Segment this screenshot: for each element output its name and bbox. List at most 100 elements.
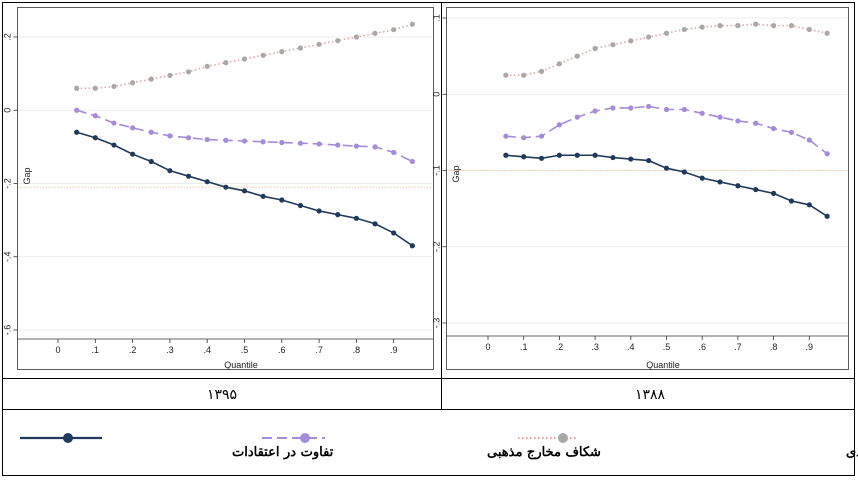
- x-tick-label: .2: [556, 342, 564, 352]
- plot-area-frame: [17, 7, 434, 370]
- series-religious-expenditure-line: [76, 109, 413, 163]
- legend-marker: [300, 433, 310, 443]
- series-beliefs-point: [167, 168, 173, 174]
- series-socio-economic-point: [185, 69, 192, 75]
- y-axis-title: Gap: [451, 165, 461, 182]
- series-socio-economic-point: [241, 56, 248, 62]
- x-tick-label: .8: [770, 342, 778, 352]
- series-religious-expenditure-point: [771, 125, 777, 132]
- series-beliefs-point: [223, 184, 229, 190]
- x-tick-label: .6: [278, 345, 286, 355]
- grid-lines: [18, 36, 433, 331]
- y-tick-label: -.2: [3, 178, 13, 189]
- series-religious-expenditure-point: [663, 106, 670, 113]
- series-religious-expenditure-point: [148, 129, 154, 135]
- x-tick-label: .7: [734, 342, 742, 352]
- series-religious-expenditure-point: [111, 120, 117, 126]
- series-socio-economic-point: [521, 72, 527, 78]
- series-beliefs-point: [372, 221, 378, 227]
- series-religious-expenditure-point: [574, 114, 580, 120]
- series-socio-economic-point: [663, 30, 670, 36]
- series-religious-expenditure-point: [538, 133, 545, 139]
- x-tick-label: .5: [241, 345, 249, 355]
- series-religious-expenditure-point: [279, 139, 285, 146]
- series-socio-economic-point: [111, 83, 117, 90]
- series-socio-economic-point: [260, 52, 266, 58]
- series-religious-expenditure-point: [503, 133, 509, 139]
- x-tick-label: .8: [353, 345, 361, 355]
- series-beliefs-point: [353, 215, 359, 221]
- series-beliefs-point: [753, 186, 759, 193]
- y-axis-ticks: .1 0 -.1 -.2 -.3: [432, 14, 447, 328]
- series-religious-expenditure-point: [556, 122, 563, 128]
- series-religious-expenditure-point: [316, 141, 322, 147]
- series-religious-expenditure-point: [372, 144, 378, 150]
- series-socio-economic-point: [735, 23, 741, 29]
- series-socio-economic-point: [610, 42, 616, 48]
- series-socio-economic-point: [628, 38, 634, 44]
- series-socio-economic-point: [223, 60, 229, 66]
- series-beliefs-point: [628, 156, 634, 162]
- series-socio-economic-point: [806, 26, 812, 33]
- series-group: [503, 21, 830, 219]
- series-socio-economic-point: [391, 27, 397, 33]
- series-religious-expenditure-point: [788, 129, 795, 135]
- series-beliefs-point: [735, 183, 741, 189]
- y-axis-ticks: .2 0 -.2 -.4 -.6: [3, 33, 18, 335]
- series-socio-economic-point: [699, 24, 705, 30]
- series-socio-economic-point: [167, 72, 173, 79]
- series-religious-expenditure-point: [521, 135, 527, 141]
- series-socio-economic-point: [556, 61, 563, 67]
- series-beliefs-point: [646, 157, 652, 164]
- series-socio-economic-point: [204, 63, 210, 69]
- x-tick-label: .5: [663, 342, 671, 352]
- x-tick-label: .7: [315, 345, 323, 355]
- x-axis-title: Quantile: [646, 360, 680, 370]
- legend-item-beliefs: تفاوت در اعتقادات: [20, 433, 334, 460]
- legend-label: تفاوت در اعتقادات: [232, 445, 334, 460]
- x-tick-label: .9: [806, 342, 814, 352]
- series-beliefs-point: [391, 230, 397, 236]
- legend-label: شکاف مخارج مذهبی: [487, 445, 601, 460]
- y-tick-label: .1: [432, 14, 442, 22]
- x-tick-label: .1: [92, 345, 100, 355]
- series-beliefs-point: [297, 202, 304, 209]
- series-beliefs-point: [771, 190, 777, 196]
- series-beliefs-point: [316, 208, 322, 214]
- x-tick-label: .3: [591, 342, 599, 352]
- series-religious-expenditure-point: [353, 143, 359, 149]
- series-socio-economic-point: [92, 85, 98, 91]
- series-beliefs-point: [663, 165, 670, 171]
- x-tick-label: .1: [520, 342, 528, 352]
- legend: تفاوت در ویژگی‌های اجتماعی -اقتصادی شکاف…: [20, 433, 858, 460]
- legend-item-religious-expenditure: شکاف مخارج مذهبی: [262, 433, 601, 460]
- series-beliefs-point: [148, 158, 154, 165]
- series-religious-expenditure-point: [185, 135, 192, 141]
- year-caption: ۱۳۸۸: [635, 387, 666, 403]
- series-beliefs-point: [806, 202, 812, 208]
- series-beliefs-point: [592, 152, 598, 158]
- x-tick-label: .2: [129, 345, 137, 355]
- series-socio-economic-point: [297, 45, 304, 51]
- series-religious-expenditure-point: [610, 105, 616, 111]
- series-socio-economic-line: [76, 23, 413, 90]
- series-religious-expenditure-line: [505, 105, 828, 155]
- series-religious-expenditure-point: [167, 133, 173, 139]
- series-beliefs-point: [279, 197, 285, 203]
- series-beliefs-point: [409, 243, 415, 249]
- series-socio-economic-point: [372, 30, 378, 36]
- plot-area-frame: [446, 7, 849, 370]
- series-religious-expenditure-point: [223, 137, 229, 143]
- series-socio-economic-point: [717, 23, 723, 29]
- series-beliefs-point: [74, 129, 80, 135]
- series-beliefs-point: [204, 179, 210, 185]
- y-tick-label: -.2: [432, 241, 442, 252]
- series-socio-economic-point: [646, 34, 652, 40]
- series-religious-expenditure-point: [260, 139, 266, 145]
- series-religious-expenditure-point: [297, 140, 304, 146]
- series-religious-expenditure-point: [592, 108, 598, 114]
- series-beliefs-point: [185, 173, 192, 179]
- x-tick-label: .4: [203, 345, 211, 355]
